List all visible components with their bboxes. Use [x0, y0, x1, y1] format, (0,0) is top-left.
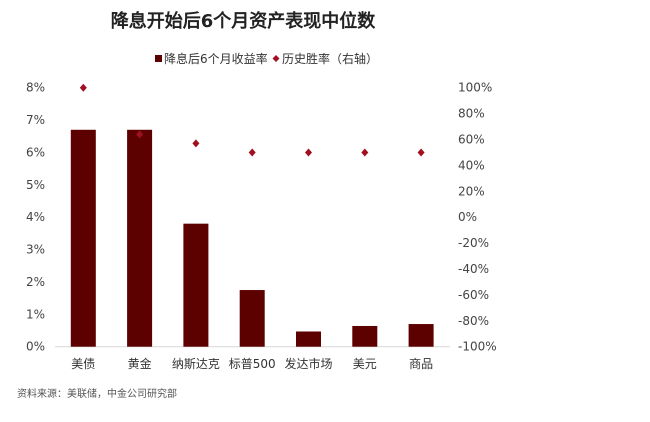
chart-title: 降息开始后6个月资产表现中位数	[111, 10, 377, 32]
y2-tick-label: 40%	[458, 158, 485, 172]
legend-diamond-swatch	[272, 55, 280, 62]
legend-bar-swatch	[155, 55, 162, 62]
y2-tick-label: -40%	[458, 262, 489, 276]
y2-tick-label: 80%	[458, 107, 485, 121]
x-tick-label: 标普500	[229, 357, 276, 371]
bar-5	[352, 325, 378, 347]
win-rate-point-0	[79, 83, 87, 92]
bar-0	[70, 129, 96, 347]
bar-6	[408, 324, 434, 347]
y2-tick-label: -80%	[458, 314, 489, 328]
y-tick-label: 5%	[26, 178, 45, 192]
y-tick-label: 1%	[26, 307, 45, 321]
y2-tick-label: -100%	[458, 340, 497, 354]
x-tick-label: 美元	[353, 357, 377, 371]
source-note: 资料来源：美联储，中金公司研究部	[17, 387, 177, 400]
y-tick-label: 4%	[26, 210, 45, 224]
y2-tick-label: 60%	[458, 133, 485, 147]
y-tick-label: 3%	[26, 243, 45, 257]
y-tick-label: 8%	[26, 81, 45, 95]
win-rate-point-4	[305, 148, 312, 157]
bar-1	[127, 129, 153, 347]
y2-tick-label: 20%	[458, 184, 485, 198]
win-rate-point-5	[361, 148, 369, 157]
y-tick-label: 7%	[26, 113, 45, 127]
y-tick-label: 2%	[26, 275, 45, 289]
y2-tick-label: -20%	[458, 236, 489, 250]
bar-3	[239, 290, 265, 347]
win-rate-point-2	[192, 139, 200, 148]
legend-bar-label: 降息后6个月收益率	[164, 51, 268, 66]
y2-tick-label: 0%	[458, 210, 477, 224]
win-rate-point-3	[248, 148, 256, 157]
y2-tick-label: -60%	[458, 288, 489, 302]
x-tick-label: 商品	[409, 356, 433, 371]
y-tick-label: 6%	[26, 145, 45, 159]
x-tick-label: 纳斯达克	[172, 357, 220, 371]
x-tick-label: 美债	[71, 357, 95, 371]
legend-scatter-label: 历史胜率（右轴）	[282, 51, 378, 66]
y2-tick-label: 100%	[458, 81, 492, 95]
x-tick-label: 发达市场	[284, 356, 332, 371]
win-rate-point-6	[417, 148, 425, 157]
x-tick-label: 黄金	[128, 356, 152, 371]
bar-2	[183, 223, 209, 347]
bar-4	[296, 331, 321, 347]
win-rate-point-1	[136, 130, 144, 139]
legend: 降息后6个月收益率 历史胜率（右轴）	[155, 51, 378, 66]
y-tick-label: 0%	[26, 340, 45, 354]
